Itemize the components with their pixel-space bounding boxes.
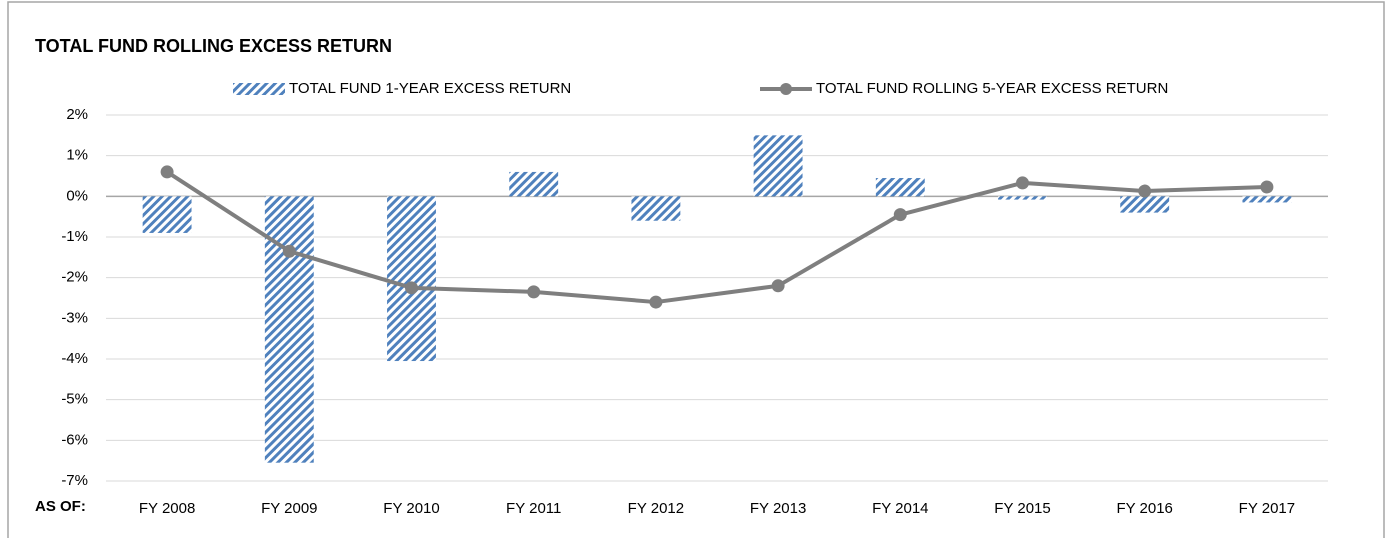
line-marker (527, 285, 541, 299)
line-marker (1016, 176, 1029, 190)
y-tick-label: 2% (66, 106, 88, 123)
chart-title: TOTAL FUND ROLLING EXCESS RETURN (35, 36, 392, 56)
x-tick-label: FY 2010 (383, 500, 439, 517)
x-tick-label: FY 2012 (628, 500, 684, 517)
y-tick-label: -5% (61, 391, 88, 408)
bar (875, 178, 925, 197)
bar (1242, 196, 1292, 203)
bar (142, 196, 192, 233)
x-tick-label: FY 2011 (506, 500, 561, 517)
y-tick-label: -6% (61, 431, 88, 448)
line-marker (282, 244, 296, 258)
x-tick-label: FY 2009 (261, 500, 317, 517)
chart-border (7, 1, 1385, 538)
y-tick-label: -7% (61, 472, 88, 489)
x-tick-label: FY 2016 (1116, 500, 1172, 517)
bar (631, 196, 681, 221)
x-tick-label: FY 2015 (994, 500, 1050, 517)
x-tick-label: FY 2017 (1239, 500, 1295, 517)
x-tick-label: FY 2008 (139, 500, 195, 517)
line-marker (771, 279, 785, 293)
bar (1120, 196, 1170, 213)
y-tick-label: -1% (61, 228, 88, 245)
bar (387, 196, 436, 362)
line-marker (405, 281, 418, 295)
x-axis-label: AS OF: (35, 498, 86, 515)
bar (998, 196, 1047, 200)
bar (509, 171, 559, 197)
x-tick-label: FY 2013 (750, 500, 806, 517)
line-marker (649, 295, 663, 309)
y-tick-label: -4% (61, 350, 88, 367)
legend-label: TOTAL FUND ROLLING 5-YEAR EXCESS RETURN (816, 80, 1168, 97)
y-tick-label: -2% (61, 269, 88, 286)
y-tick-label: -3% (61, 309, 88, 326)
y-tick-label: 1% (66, 147, 88, 164)
legend-swatch (233, 83, 285, 95)
legend-swatch-marker (780, 83, 792, 95)
y-tick-label: 0% (66, 187, 88, 204)
x-tick-label: FY 2014 (872, 500, 928, 517)
line-marker (1138, 184, 1152, 198)
line-marker (160, 165, 174, 179)
legend-label: TOTAL FUND 1-YEAR EXCESS RETURN (289, 80, 571, 97)
line-marker (893, 208, 907, 222)
bar (264, 196, 314, 463)
line-marker (1260, 180, 1274, 194)
bar (753, 135, 803, 197)
line (166, 170, 1267, 305)
